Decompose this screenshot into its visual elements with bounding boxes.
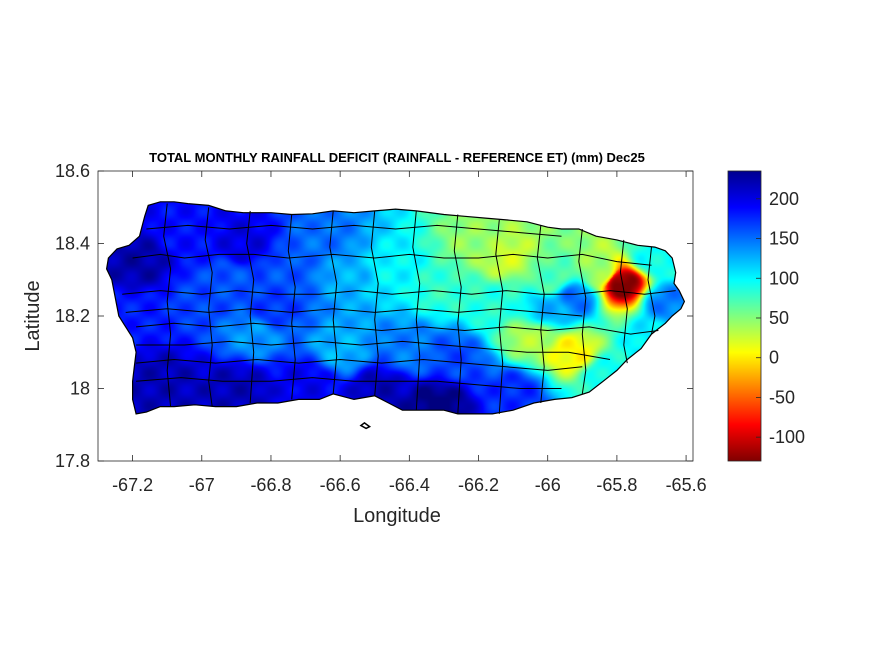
municipality-border (122, 290, 676, 295)
y-tick-label: 17.8 (55, 451, 90, 471)
municipality-border (132, 253, 652, 266)
colorbar-tick-label: 100 (769, 268, 799, 288)
municipality-border (146, 224, 562, 237)
colorbar-ticks: -100 -50 0 50 100 150 200 (756, 189, 805, 447)
municipality-border (412, 210, 421, 411)
y-axis: 17.8 18 18.2 18.4 18.6 (55, 161, 693, 471)
x-axis: -67.2 -67 -66.8 -66.6 -66.4 -66.2 -66 -65.8 -65.… (112, 171, 707, 495)
y-tick-label: 18 (70, 379, 90, 399)
municipality-border (136, 358, 583, 371)
municipality-border (136, 377, 562, 389)
municipality-border (287, 214, 296, 400)
municipality-border (246, 210, 255, 404)
municipality-border (136, 340, 611, 360)
y-tick-label: 18.4 (55, 234, 90, 254)
rainfall-field (105, 201, 686, 430)
municipality-border (619, 239, 628, 364)
x-tick-label: -66.4 (389, 475, 430, 495)
rainfall-heatmap (106, 201, 685, 414)
municipality-border (647, 247, 656, 335)
municipality-border (125, 308, 583, 317)
y-axis-label: Latitude (22, 280, 44, 351)
municipality-border (163, 203, 172, 407)
y-tick-label: 18.6 (55, 161, 90, 181)
colorbar-tick-label: 150 (769, 229, 799, 249)
x-tick-label: -66.2 (458, 475, 499, 495)
colorbar-tick-label: -50 (769, 387, 795, 407)
x-tick-label: -66 (535, 475, 561, 495)
x-tick-label: -67.2 (112, 475, 153, 495)
municipality-border (136, 322, 659, 335)
municipality-borders (122, 203, 676, 414)
x-tick-label: -66.8 (250, 475, 291, 495)
caja-de-muertos-island (359, 421, 372, 430)
colorbar: -100 -50 0 50 100 150 200 (727, 170, 805, 462)
municipality-border (204, 207, 213, 407)
x-tick-label: -66.6 (320, 475, 361, 495)
colorbar-tick-label: 0 (769, 348, 779, 368)
colorbar-tick-label: -100 (769, 427, 805, 447)
x-tick-label: -65.6 (666, 475, 707, 495)
colorbar-tick-label: 50 (769, 308, 789, 328)
x-tick-label: -67 (189, 475, 215, 495)
chart-title: TOTAL MONTHLY RAINFALL DEFICIT (RAINFALL… (149, 150, 645, 165)
municipality-border (453, 214, 462, 414)
island-coastline (105, 201, 686, 415)
x-axis-label: Longitude (353, 505, 441, 527)
colorbar-gradient (727, 170, 762, 462)
y-tick-label: 18.2 (55, 306, 90, 326)
municipality-border (329, 210, 338, 394)
x-tick-label: -65.8 (596, 475, 637, 495)
municipality-border (370, 210, 379, 396)
municipality-border (578, 228, 587, 394)
colorbar-tick-label: 200 (769, 189, 799, 209)
